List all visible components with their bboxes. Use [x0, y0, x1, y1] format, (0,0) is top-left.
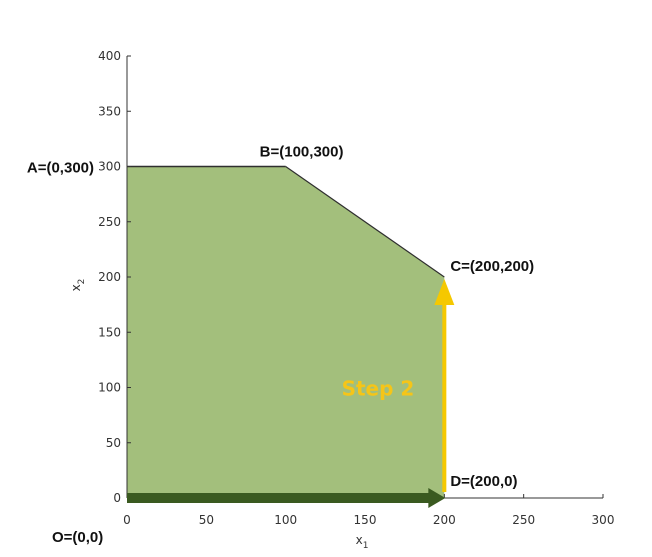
y-tick-label: 200 [98, 270, 121, 284]
x-tick-label: 50 [199, 513, 214, 527]
point-label-c: C=(200,200) [450, 258, 534, 275]
point-label-d: D=(200,0) [450, 473, 517, 490]
y-tick-label: 300 [98, 160, 121, 174]
step2-arrowhead [434, 279, 455, 305]
point-label-a: A=(0,300) [27, 160, 94, 177]
y-tick-label: 50 [106, 436, 121, 450]
y-tick-label: 400 [98, 49, 121, 63]
x-tick-label: 150 [354, 513, 377, 527]
x-tick-label: 200 [433, 513, 456, 527]
x-tick-label: 250 [512, 513, 535, 527]
constraint-edge-bc [285, 166, 445, 278]
y-tick-label: 350 [98, 104, 121, 118]
y-tick-label: 250 [98, 215, 121, 229]
step2-label: Step 2 [342, 377, 415, 401]
step1-arrow-shaft [127, 493, 431, 503]
y-tick-label: 0 [113, 491, 121, 505]
x-tick-label: 300 [592, 513, 615, 527]
x-axis-label: x1 [356, 533, 369, 551]
point-label-o: O=(0,0) [52, 529, 103, 546]
feasible-region [127, 166, 445, 498]
y-tick-label: 150 [98, 325, 121, 339]
step1-arrowhead [428, 488, 446, 508]
y-tick-label: 100 [98, 381, 121, 395]
step2-arrow-shaft [442, 293, 447, 492]
point-label-b: B=(100,300) [260, 144, 344, 161]
x-tick-label: 100 [274, 513, 297, 527]
y-axis-label: x2 [69, 279, 87, 292]
x-tick-label: 0 [123, 513, 131, 527]
